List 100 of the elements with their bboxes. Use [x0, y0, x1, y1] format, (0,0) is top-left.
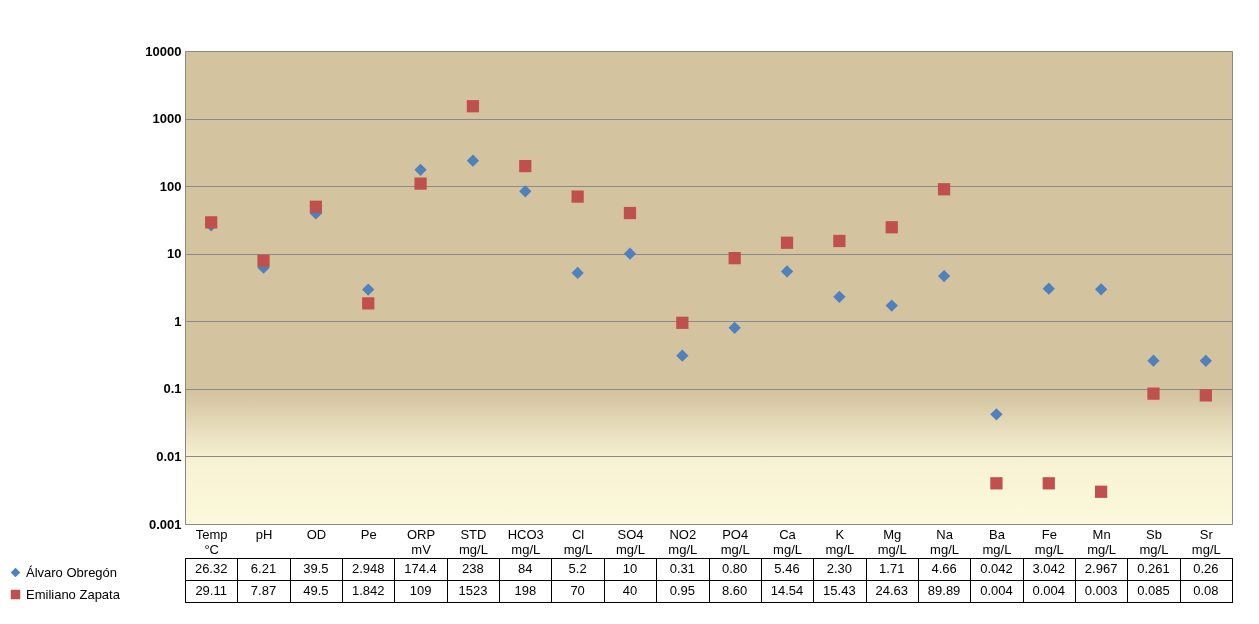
- x-tick-label: Sb mg/L: [1139, 526, 1169, 557]
- x-tick-label: ORP mV: [406, 526, 436, 557]
- point: [1147, 387, 1160, 400]
- data-label: 1.842: [351, 583, 385, 598]
- point: [676, 349, 689, 362]
- point: [309, 200, 322, 213]
- point: [676, 316, 689, 329]
- y-tick-label: 10: [167, 246, 182, 262]
- data-label: 0.085: [1137, 583, 1170, 598]
- point: [519, 159, 532, 173]
- x-tick-label: Mg mg/L: [877, 526, 907, 557]
- x-tick-label: HCO3 mg/L: [507, 526, 544, 557]
- data-label: 0.31: [669, 561, 695, 576]
- point: [728, 321, 741, 334]
- data-label: 238: [462, 561, 484, 576]
- data-label: 29.11: [195, 583, 227, 598]
- x-tick-label: Mn mg/L: [1087, 526, 1117, 557]
- data-label: 1523: [458, 583, 488, 598]
- x-tick-label: Temp °C: [195, 526, 228, 557]
- data-label: 109: [409, 583, 432, 598]
- point: [833, 290, 846, 303]
- point: [1199, 389, 1212, 402]
- x-tick-label: SO4 mg/L: [616, 526, 645, 557]
- point: [1199, 354, 1212, 367]
- data-label: 26.32: [194, 561, 228, 576]
- point: [623, 206, 637, 220]
- x-tick-label: Na mg/L: [930, 526, 960, 557]
- y-tick-label: 1000: [152, 111, 182, 127]
- point: [1042, 477, 1055, 490]
- data-label: 24.63: [875, 583, 908, 598]
- x-tick-label: OD: [306, 526, 327, 542]
- data-label: 0.004: [1032, 583, 1066, 598]
- x-tick-label: Cl mg/L: [563, 526, 593, 557]
- point: [833, 234, 846, 248]
- data-label: 174.4: [404, 561, 437, 576]
- x-tick-label: STD mg/L: [458, 526, 488, 557]
- x-tick-label: Sr mg/L: [1191, 526, 1221, 557]
- data-label: 5.46: [774, 561, 800, 576]
- point: [362, 297, 375, 310]
- y-tick-label: 0.001: [148, 516, 182, 532]
- point: [937, 183, 951, 196]
- point: [780, 236, 794, 249]
- data-label: 0.95: [669, 583, 695, 598]
- point: [885, 221, 898, 234]
- data-label: 8.60: [722, 583, 748, 598]
- point: [728, 252, 741, 265]
- point: [414, 163, 427, 176]
- data-label: 0.80: [722, 561, 748, 576]
- data-label: 40: [622, 583, 638, 598]
- data-label: 1.71: [879, 561, 905, 576]
- point: [990, 477, 1003, 490]
- data-label: 2.948: [351, 561, 385, 576]
- data-label: 2.967: [1084, 561, 1118, 576]
- data-label: 84: [518, 561, 533, 576]
- data-label: 2.30: [826, 561, 853, 576]
- point: [414, 177, 427, 190]
- x-tick-label: PO4 mg/L: [720, 526, 750, 557]
- point: [1147, 354, 1160, 367]
- x-tick-label: pH: [255, 526, 273, 542]
- data-label: 15.43: [823, 583, 856, 598]
- legend-label: Emiliano Zapata: [26, 586, 121, 602]
- point: [1095, 283, 1108, 296]
- point: [937, 270, 951, 283]
- point: [1042, 282, 1055, 295]
- y-tick-label: 1: [174, 313, 182, 329]
- data-label: 5.2: [568, 561, 587, 576]
- point: [1095, 485, 1108, 498]
- data-label: 14.54: [770, 583, 804, 598]
- data-label: 0.004: [980, 583, 1013, 598]
- data-label: 0.261: [1137, 561, 1170, 576]
- x-tick-label: Ba mg/L: [982, 526, 1012, 557]
- point: [571, 266, 584, 280]
- data-label: 6.21: [250, 561, 277, 576]
- y-tick-label: 10000: [145, 43, 182, 59]
- y-tick-label: 100: [159, 178, 182, 194]
- point: [519, 185, 532, 198]
- data-label: 0.042: [980, 561, 1013, 576]
- y-tick-label: 0.01: [156, 448, 182, 464]
- point: [362, 283, 375, 296]
- data-label: 49.5: [303, 583, 329, 598]
- legend-label: Álvaro Obregón: [26, 564, 118, 580]
- data-label: 10: [622, 561, 638, 576]
- point: [466, 100, 480, 113]
- point: [990, 408, 1003, 421]
- data-label: 70: [570, 583, 585, 598]
- point: [780, 265, 794, 278]
- x-tick-label: Fe mg/L: [1034, 526, 1064, 557]
- x-tick-label: Pe: [360, 526, 377, 542]
- point: [885, 299, 898, 312]
- point: [571, 190, 584, 203]
- data-label: 4.66: [931, 561, 957, 576]
- point: [257, 254, 270, 267]
- x-tick-label: K mg/L: [825, 526, 855, 557]
- data-label: 3.042: [1032, 561, 1066, 576]
- data-label: 39.5: [303, 561, 329, 576]
- data-label: 198: [514, 583, 537, 598]
- y-tick-label: 0.1: [163, 381, 182, 397]
- x-tick-label: Ca mg/L: [773, 526, 802, 557]
- data-label: 89.89: [927, 583, 961, 598]
- data-label: 0.08: [1193, 583, 1219, 598]
